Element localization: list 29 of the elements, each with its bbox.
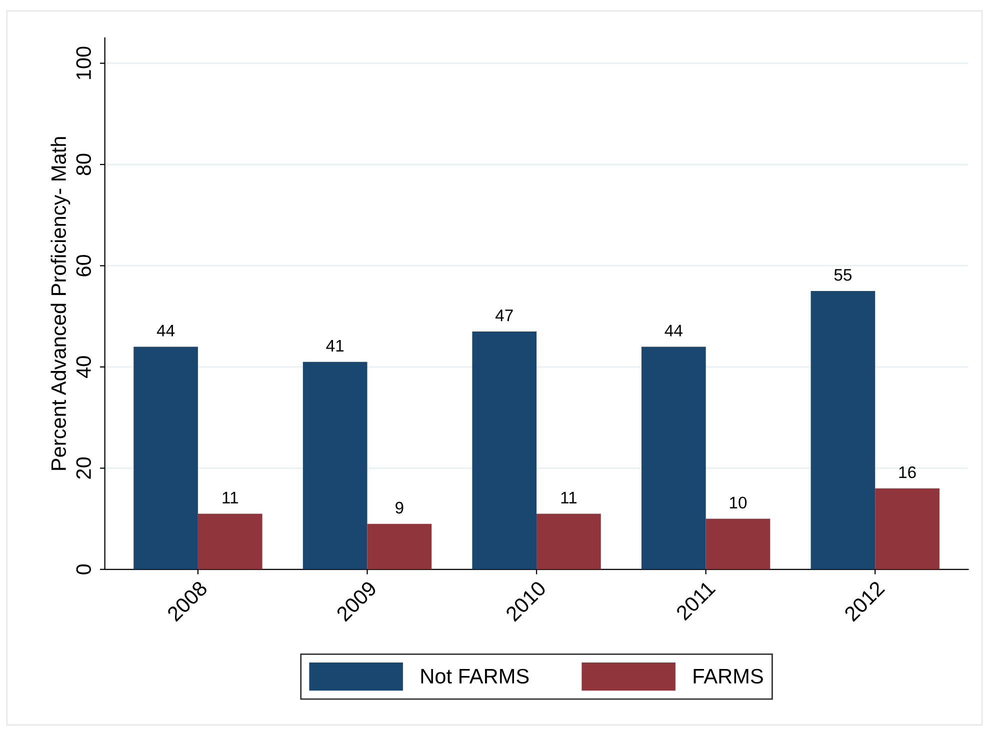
data-label: 55 [834,269,852,281]
data-label: 44 [156,324,175,336]
y-tick-label: 20 [76,457,91,479]
y-tick-label: 80 [76,154,91,176]
data-label: 47 [495,310,513,322]
bar [198,514,262,570]
legend-label: Not FARMS [421,668,529,684]
bar [810,291,876,570]
bar [367,524,432,570]
y-tick-label: 100 [76,46,91,80]
y-tick-label: 60 [76,254,91,276]
data-label: 10 [730,496,747,509]
data-label: 44 [664,324,682,336]
y-axis-title: Percent Advanced Proficiency- Math [50,137,70,470]
data-label: 11 [222,492,238,504]
bar [875,488,940,570]
data-label: 9 [396,502,404,514]
bar [472,332,537,570]
bar [641,346,706,570]
data-label: 11 [561,492,577,504]
legend-label: FARMS [694,668,763,684]
y-tick-label: 0 [76,564,91,574]
y-tick-label: 40 [76,356,91,378]
bar [302,362,368,570]
bar [706,518,770,570]
bar [134,346,198,570]
data-label: 16 [899,466,916,478]
bar [536,514,601,570]
data-label: 41 [326,340,344,352]
